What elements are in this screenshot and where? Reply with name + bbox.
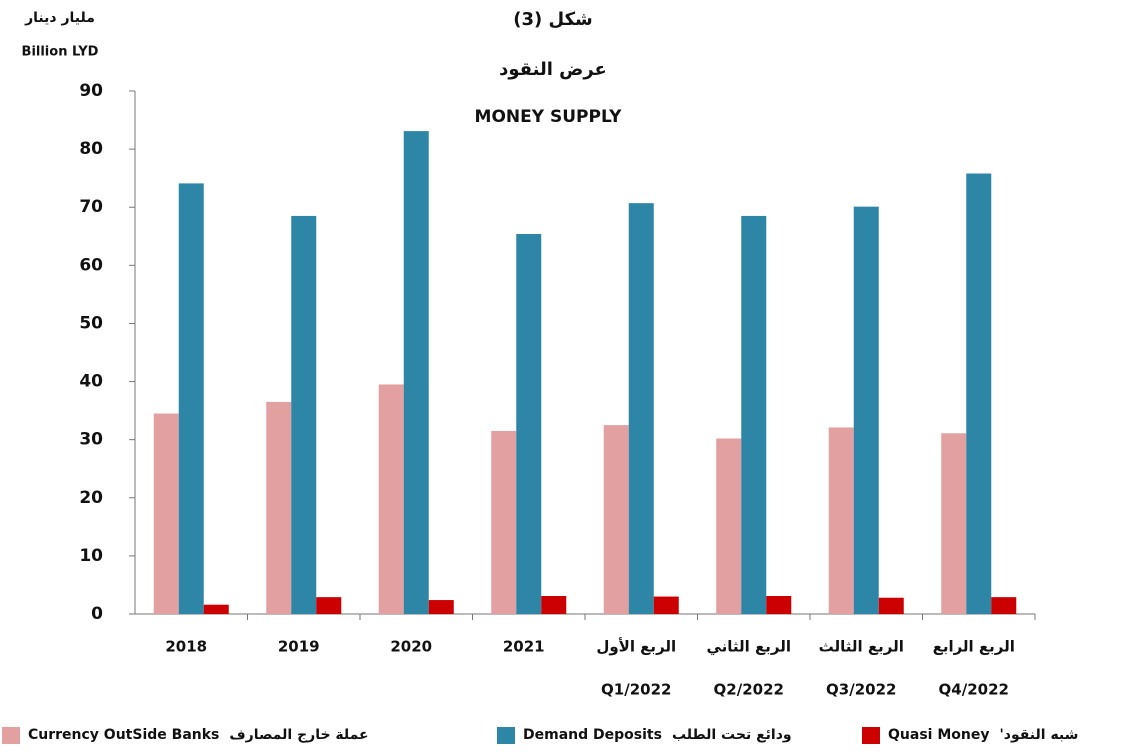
y-tick-label: 80 [79,139,103,159]
y-tick-label: 0 [91,604,103,624]
legend-label: ودائع تحت الطلب [672,727,792,743]
bar [203,604,229,614]
bar [541,595,567,614]
bar [428,600,454,614]
y-tick-label: 30 [79,430,103,450]
y-tick-label: 90 [79,81,103,101]
legend-swatch [497,727,515,744]
y-tick-label: 10 [79,546,103,566]
legend-swatch [2,727,20,744]
x-tick-label: 2018 [165,638,207,656]
chart-title: عرض النقود [499,59,607,80]
y-axis-label: Billion LYD [22,45,99,60]
x-tick-label: Q4/2022 [939,681,1009,699]
y-tick-label: 40 [79,372,103,392]
bar [266,401,292,614]
bar [178,183,204,614]
bar [966,173,992,615]
bar [878,597,904,614]
bar [291,215,317,614]
x-tick-label: Q2/2022 [714,681,784,699]
legend-label: شبه النقود' [999,727,1078,743]
bar [653,596,679,614]
x-tick-label: الربع الثالث [819,638,904,656]
x-tick-label: Q1/2022 [601,681,671,699]
bar [603,425,629,614]
x-tick-label: 2021 [503,638,545,656]
bar [516,233,542,614]
bar [766,595,792,614]
bar [853,206,879,614]
x-tick-label: 2020 [390,638,432,656]
y-tick-label: 70 [79,197,103,217]
legend-label: Currency OutSide Banks [28,727,219,743]
bar [741,215,767,614]
y-tick-label: 60 [79,255,103,275]
chart-title: شكل (3) [513,9,593,30]
chart-subtitle: MONEY SUPPLY [475,107,623,127]
x-tick-label: الربع الرابع [933,638,1015,656]
bar [491,430,517,614]
legend-label: عملة خارج المصارف [229,727,368,743]
x-tick-label: Q3/2022 [826,681,896,699]
bar [991,597,1017,614]
bar [403,131,429,614]
bar [828,427,854,614]
bar [378,384,404,614]
legend-swatch [862,727,880,744]
legend-label: Demand Deposits [523,727,662,743]
y-axis-label: مليار دينار [24,10,95,26]
bar [941,433,967,614]
legend-label: Quasi Money [888,727,989,743]
bar [628,203,654,614]
y-tick-label: 20 [79,488,103,508]
bar [153,413,179,614]
bar [316,597,342,614]
x-tick-label: الربع الأول [596,638,676,656]
x-tick-label: الربع الثاني [706,638,791,656]
x-tick-label: 2019 [278,638,320,656]
y-tick-label: 50 [79,313,103,333]
bar [716,438,742,614]
